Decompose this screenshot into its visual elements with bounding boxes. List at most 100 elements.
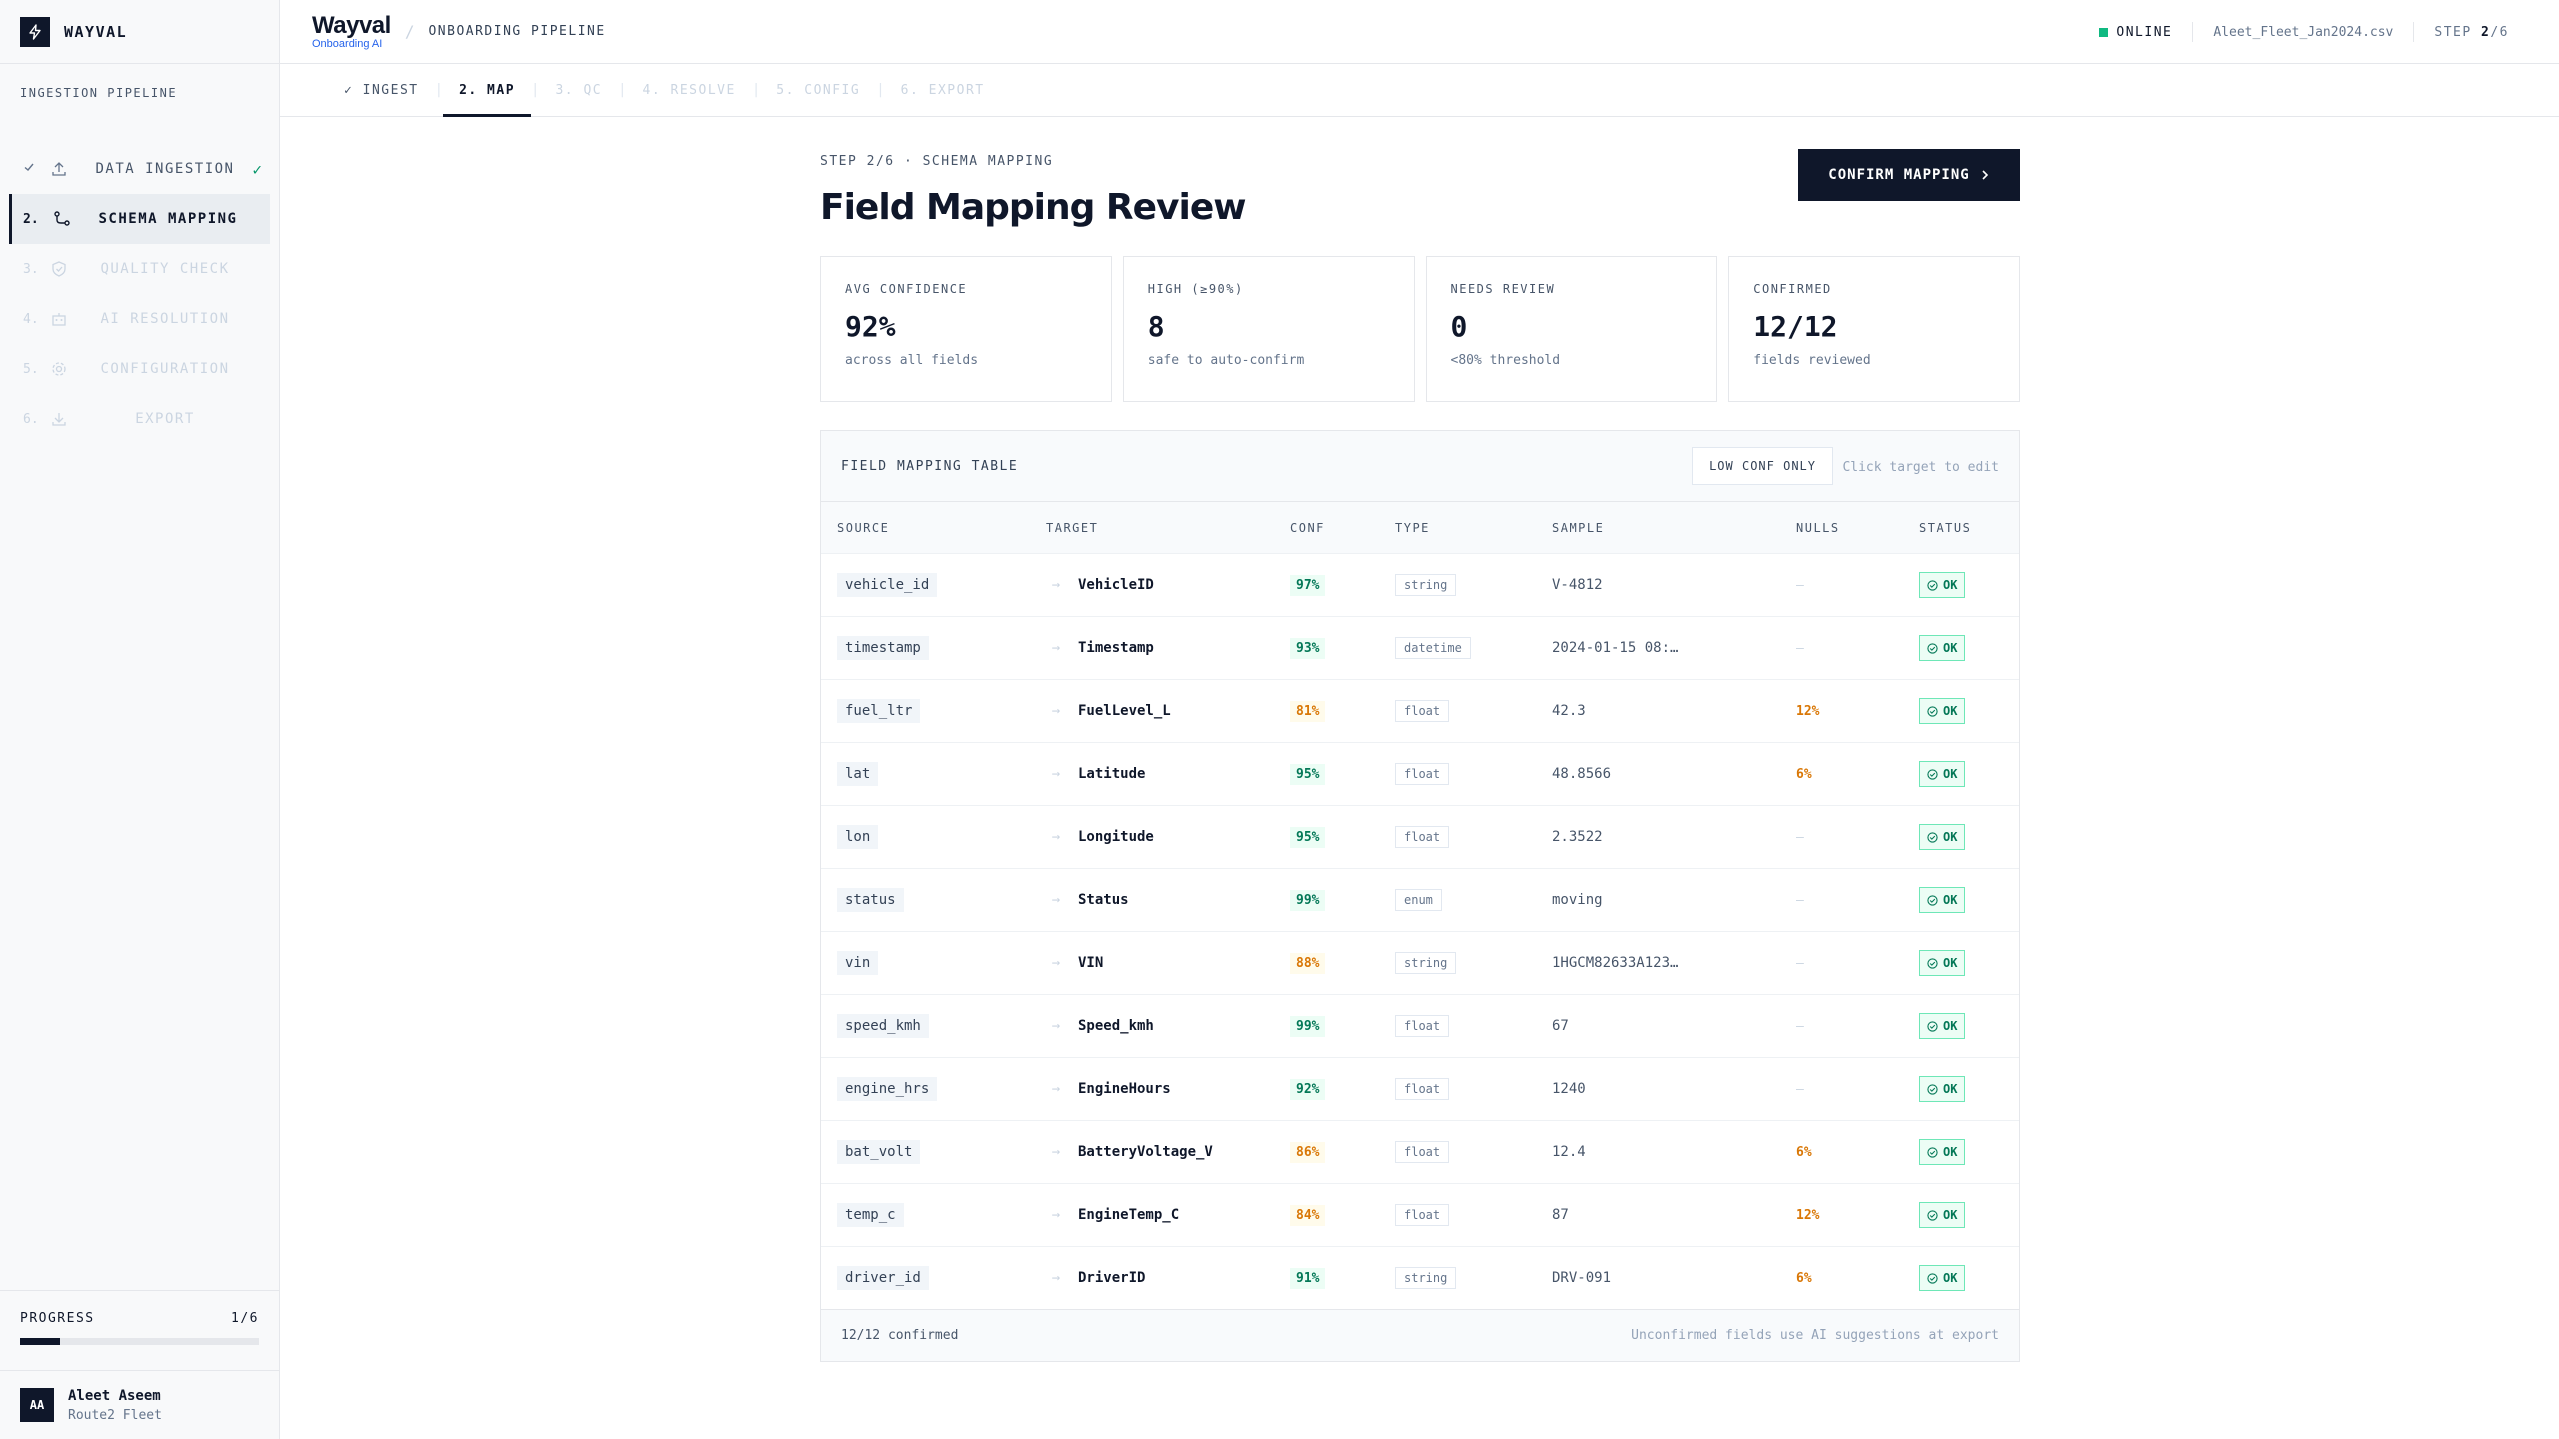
target-cell[interactable]: → VIN: [1046, 955, 1290, 971]
source-cell: vehicle_id: [821, 573, 1046, 597]
source-cell: vin: [821, 951, 1046, 975]
target-field[interactable]: Timestamp: [1078, 640, 1154, 656]
table-row[interactable]: fuel_ltr → FuelLevel_L 81% float 42.3 12% OK: [821, 679, 2019, 742]
target-cell[interactable]: → EngineTemp_C: [1046, 1207, 1290, 1223]
target-field[interactable]: EngineTemp_C: [1078, 1207, 1180, 1223]
table-row[interactable]: speed_kmh → Speed_kmh 99% float 67 — OK: [821, 994, 2019, 1057]
sidebar-item-quality-check[interactable]: 3. QUALITY CHECK: [9, 244, 270, 294]
column-header-target[interactable]: TARGET: [1046, 520, 1099, 535]
tab-ingest[interactable]: ✓ INGEST: [344, 82, 419, 98]
target-field[interactable]: Latitude: [1078, 766, 1146, 782]
status-cell: OK: [1919, 698, 2019, 724]
target-cell[interactable]: → DriverID: [1046, 1270, 1290, 1286]
target-cell[interactable]: → VehicleID: [1046, 577, 1290, 593]
sidebar-item-ai-resolution[interactable]: 4. AI RESOLUTION: [9, 294, 270, 344]
nulls-value: 6%: [1796, 767, 1812, 782]
column-header-conf[interactable]: CONF: [1290, 520, 1325, 535]
source-field: driver_id: [837, 1266, 929, 1290]
sample-value: V-4812: [1552, 577, 1603, 593]
table-row[interactable]: vin → VIN 88% string 1HGCM82633A123… — OK: [821, 931, 2019, 994]
wayval-wordmark[interactable]: Wayval Onboarding AI: [312, 13, 391, 50]
status-badge[interactable]: OK: [1919, 887, 1966, 913]
tab-config[interactable]: 5. CONFIG: [776, 82, 861, 98]
arrow-right-icon: →: [1051, 766, 1061, 782]
tab-qc[interactable]: 3. QC: [555, 82, 603, 98]
status-badge[interactable]: OK: [1919, 950, 1966, 976]
table-row[interactable]: timestamp → Timestamp 93% datetime 2024-01-15…: [821, 616, 2019, 679]
source-cell: timestamp: [821, 636, 1046, 660]
sidebar-item-configuration[interactable]: 5. CONFIGURATION: [9, 344, 270, 394]
table-row[interactable]: lon → Longitude 95% float 2.3522 — OK: [821, 805, 2019, 868]
tab-resolve[interactable]: 4. RESOLVE: [642, 82, 736, 98]
confirm-mapping-button[interactable]: CONFIRM MAPPING: [1798, 149, 2020, 201]
target-field[interactable]: FuelLevel_L: [1078, 703, 1171, 719]
sidebar-item-data-ingestion[interactable]: DATA INGESTION ✓: [9, 144, 270, 194]
sidebar-item-schema-mapping[interactable]: 2. SCHEMA MAPPING: [9, 194, 270, 244]
table-row[interactable]: engine_hrs → EngineHours 92% float 1240 — OK: [821, 1057, 2019, 1120]
target-cell[interactable]: → Status: [1046, 892, 1290, 908]
tab-map[interactable]: 2. MAP: [443, 64, 532, 117]
status-badge[interactable]: OK: [1919, 1202, 1966, 1228]
sidebar-item-export[interactable]: 6. EXPORT: [9, 394, 270, 444]
confidence-badge: 92%: [1290, 1078, 1326, 1100]
status-badge[interactable]: OK: [1919, 635, 1966, 661]
stat-label: CONFIRMED: [1753, 282, 1832, 296]
column-header-nulls[interactable]: NULLS: [1796, 520, 1840, 535]
target-field[interactable]: Longitude: [1078, 829, 1154, 845]
status-badge[interactable]: OK: [1919, 824, 1966, 850]
table-row[interactable]: bat_volt → BatteryVoltage_V 86% float 12.4 6% O…: [821, 1120, 2019, 1183]
target-field[interactable]: VIN: [1078, 955, 1104, 971]
tab-export[interactable]: 6. EXPORT: [900, 82, 985, 98]
target-field[interactable]: DriverID: [1078, 1270, 1146, 1286]
type-cell: float: [1395, 826, 1552, 848]
status-badge[interactable]: OK: [1919, 1076, 1966, 1102]
table-row[interactable]: temp_c → EngineTemp_C 84% float 87 12% OK: [821, 1183, 2019, 1246]
tab-separator: |: [531, 82, 540, 98]
target-cell[interactable]: → EngineHours: [1046, 1081, 1290, 1097]
brand-header[interactable]: WAYVAL: [0, 0, 279, 64]
stat-value: 8: [1147, 310, 1165, 343]
target-field[interactable]: Speed_kmh: [1078, 1018, 1154, 1034]
target-cell[interactable]: → BatteryVoltage_V: [1046, 1144, 1290, 1160]
target-field[interactable]: EngineHours: [1078, 1081, 1171, 1097]
target-cell[interactable]: → FuelLevel_L: [1046, 703, 1290, 719]
sample-value: 67: [1552, 1018, 1569, 1034]
target-field[interactable]: VehicleID: [1078, 577, 1154, 593]
nulls-cell: 6%: [1796, 766, 1919, 782]
table-row[interactable]: lat → Latitude 95% float 48.8566 6% OK: [821, 742, 2019, 805]
target-cell[interactable]: → Latitude: [1046, 766, 1290, 782]
target-field[interactable]: BatteryVoltage_V: [1078, 1144, 1213, 1160]
column-header-source[interactable]: SOURCE: [837, 520, 890, 535]
confidence-badge: 99%: [1290, 1015, 1326, 1037]
stat-card-high: HIGH (≥90%) 8 safe to auto-confirm: [1122, 256, 1415, 402]
column-header-type[interactable]: TYPE: [1395, 520, 1430, 535]
target-cell[interactable]: → Speed_kmh: [1046, 1018, 1290, 1034]
table-row[interactable]: status → Status 99% enum moving — OK: [821, 868, 2019, 931]
status-badge[interactable]: OK: [1919, 572, 1966, 598]
status-badge[interactable]: OK: [1919, 1139, 1966, 1165]
status-badge[interactable]: OK: [1919, 761, 1966, 787]
status-label: OK: [1943, 767, 1958, 781]
target-field[interactable]: Status: [1078, 892, 1129, 908]
status-label: OK: [1943, 1082, 1958, 1096]
status-badge[interactable]: OK: [1919, 1013, 1966, 1039]
sample-value: 42.3: [1552, 703, 1586, 719]
target-cell[interactable]: → Longitude: [1046, 829, 1290, 845]
conf-cell: 99%: [1290, 889, 1395, 911]
column-header-sample[interactable]: SAMPLE: [1552, 520, 1605, 535]
target-cell[interactable]: → Timestamp: [1046, 640, 1290, 656]
confidence-badge: 86%: [1290, 1141, 1326, 1163]
bolt-icon: [20, 16, 50, 47]
user-profile[interactable]: AA Aleet Aseem Route2 Fleet: [0, 1370, 279, 1439]
status-badge[interactable]: OK: [1919, 1265, 1966, 1291]
low-conf-only-button[interactable]: LOW CONF ONLY: [1692, 447, 1833, 485]
type-tag: float: [1395, 826, 1450, 848]
status-badge[interactable]: OK: [1919, 698, 1966, 724]
confidence-badge: 88%: [1290, 952, 1326, 974]
shield-check-icon: [45, 260, 73, 278]
column-header-status[interactable]: STATUS: [1919, 520, 1972, 535]
nulls-value: 12%: [1796, 1208, 1820, 1223]
table-row[interactable]: driver_id → DriverID 91% string DRV-091 6% OK: [821, 1246, 2019, 1309]
status-cell: OK: [1919, 572, 2019, 598]
table-row[interactable]: vehicle_id → VehicleID 97% string V-4812 — OK: [821, 553, 2019, 616]
